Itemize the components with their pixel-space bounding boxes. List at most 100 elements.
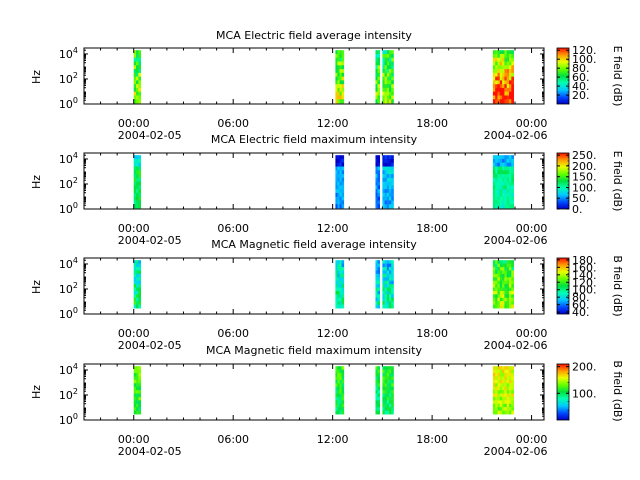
data-block bbox=[492, 260, 515, 309]
data-cell bbox=[136, 410, 139, 415]
data-cell bbox=[391, 366, 394, 371]
data-block bbox=[335, 260, 345, 309]
data-block bbox=[492, 155, 515, 209]
data-cell bbox=[136, 181, 139, 186]
data-cell bbox=[136, 84, 139, 89]
data-cell bbox=[375, 166, 378, 171]
data-cell bbox=[391, 369, 394, 374]
data-cell bbox=[341, 53, 345, 59]
data-cell bbox=[375, 72, 378, 77]
data-cell bbox=[499, 270, 503, 275]
data-cell bbox=[391, 407, 394, 412]
data-cell bbox=[382, 87, 385, 93]
data-cell bbox=[337, 369, 340, 374]
data-cell bbox=[504, 87, 508, 93]
data-cell bbox=[382, 290, 385, 295]
data-cell bbox=[136, 166, 139, 171]
data-cell bbox=[339, 72, 343, 77]
data-cell bbox=[492, 166, 496, 171]
data-cell bbox=[499, 376, 503, 381]
data-cell bbox=[382, 403, 385, 408]
y-tick-label: 104 bbox=[59, 151, 78, 166]
data-cell bbox=[337, 181, 340, 186]
data-cell bbox=[495, 158, 498, 164]
data-cell bbox=[492, 65, 496, 70]
data-cell bbox=[504, 181, 508, 186]
data-cell bbox=[506, 99, 510, 104]
data-cell bbox=[335, 91, 338, 96]
data-cell bbox=[377, 287, 381, 292]
x-tick-label: 06:00 bbox=[217, 433, 249, 446]
y-tick-label: 104 bbox=[59, 256, 78, 271]
data-cell bbox=[497, 84, 501, 89]
data-cell bbox=[509, 57, 512, 62]
colorbar-tick-label: 80. bbox=[572, 291, 590, 304]
data-cell bbox=[391, 390, 394, 394]
data-cell bbox=[375, 366, 378, 371]
data-cell bbox=[335, 80, 338, 85]
data-cell bbox=[502, 267, 505, 271]
data-cell bbox=[492, 69, 496, 74]
data-block bbox=[133, 155, 142, 209]
data-cell bbox=[391, 76, 394, 81]
data-cell bbox=[492, 87, 496, 93]
data-cell bbox=[499, 177, 503, 182]
data-cell bbox=[386, 192, 390, 198]
data-cell bbox=[382, 166, 385, 171]
data-cell bbox=[339, 80, 343, 85]
data-cell bbox=[389, 200, 392, 205]
data-cell bbox=[377, 204, 381, 209]
data-cell bbox=[335, 390, 338, 394]
data-cell bbox=[339, 84, 343, 89]
data-cell bbox=[506, 84, 510, 89]
data-cell bbox=[391, 166, 394, 171]
data-cell bbox=[339, 410, 343, 415]
data-cell bbox=[386, 304, 390, 309]
data-cell bbox=[511, 196, 515, 201]
data-cell bbox=[495, 403, 498, 408]
data-cell bbox=[497, 369, 501, 374]
data-cell bbox=[391, 410, 394, 415]
data-cell bbox=[133, 270, 137, 275]
data-cell bbox=[391, 396, 394, 401]
data-cell bbox=[511, 189, 515, 194]
data-cell bbox=[384, 270, 388, 275]
data-cell bbox=[495, 280, 498, 285]
data-cell bbox=[382, 181, 385, 186]
data-cell bbox=[499, 185, 503, 190]
data-cell bbox=[382, 304, 385, 309]
data-cell bbox=[133, 87, 137, 93]
data-cell bbox=[495, 396, 498, 401]
data-cell bbox=[339, 192, 343, 198]
data-cell bbox=[511, 99, 515, 104]
data-cell bbox=[495, 297, 498, 302]
data-cell bbox=[495, 304, 498, 309]
data-cell bbox=[504, 80, 508, 85]
data-cell bbox=[497, 155, 501, 160]
data-cell bbox=[341, 72, 345, 77]
data-cell bbox=[511, 260, 515, 265]
data-cell bbox=[504, 386, 508, 391]
data-cell bbox=[133, 383, 137, 388]
data-cell bbox=[382, 177, 385, 182]
data-cell bbox=[335, 177, 338, 182]
data-cell bbox=[337, 65, 340, 70]
data-cell bbox=[136, 72, 139, 77]
data-cell bbox=[509, 369, 512, 374]
data-cell bbox=[502, 260, 505, 265]
data-cell bbox=[377, 373, 381, 377]
data-cell bbox=[509, 407, 512, 412]
data-cell bbox=[495, 383, 498, 388]
data-cell bbox=[382, 366, 385, 371]
data-cell bbox=[492, 386, 496, 391]
data-cell bbox=[495, 72, 498, 77]
data-cell bbox=[335, 410, 338, 415]
data-cell bbox=[133, 376, 137, 381]
data-cell bbox=[506, 174, 510, 179]
data-cell bbox=[386, 95, 390, 100]
data-cell bbox=[389, 196, 392, 201]
data-cell bbox=[337, 290, 340, 295]
data-cell bbox=[504, 284, 508, 288]
data-cell bbox=[384, 174, 388, 179]
data-cell bbox=[499, 369, 503, 374]
